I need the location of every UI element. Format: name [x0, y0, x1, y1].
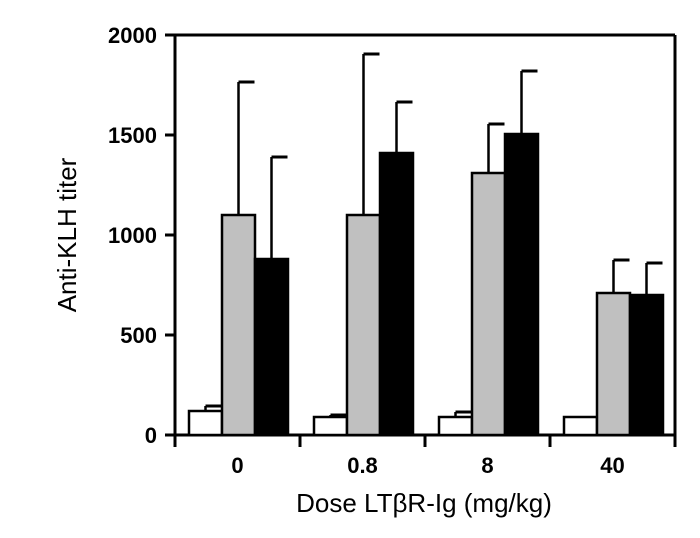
x-tick-label: 0.8 — [347, 453, 378, 478]
bar — [345, 213, 382, 437]
bar — [628, 293, 665, 437]
x-tick-label: 40 — [600, 453, 624, 478]
y-axis-title: Anti-KLH titer — [52, 157, 82, 312]
bar — [437, 415, 474, 437]
x-tick-label: 0 — [231, 453, 243, 478]
bar — [220, 213, 257, 437]
bar — [595, 291, 632, 437]
y-tick-label: 0 — [145, 423, 157, 448]
x-axis-ticks: 0 0.8 8 40 — [173, 435, 677, 478]
y-tick-label: 1000 — [108, 223, 157, 248]
y-tick-label: 2000 — [108, 23, 157, 48]
x-axis-title: Dose LTβR-Ig (mg/kg) — [296, 488, 552, 518]
bar — [312, 415, 349, 437]
y-axis-ticks: 0 500 1000 1500 2000 — [108, 23, 175, 448]
bar — [253, 257, 290, 437]
y-tick-label: 500 — [120, 323, 157, 348]
bar — [562, 415, 599, 437]
bar — [503, 132, 540, 437]
y-tick-label: 1500 — [108, 123, 157, 148]
x-tick-label: 8 — [481, 453, 493, 478]
bar — [470, 171, 507, 437]
bar — [187, 409, 224, 437]
bar — [378, 151, 415, 437]
plot-area — [173, 33, 677, 437]
